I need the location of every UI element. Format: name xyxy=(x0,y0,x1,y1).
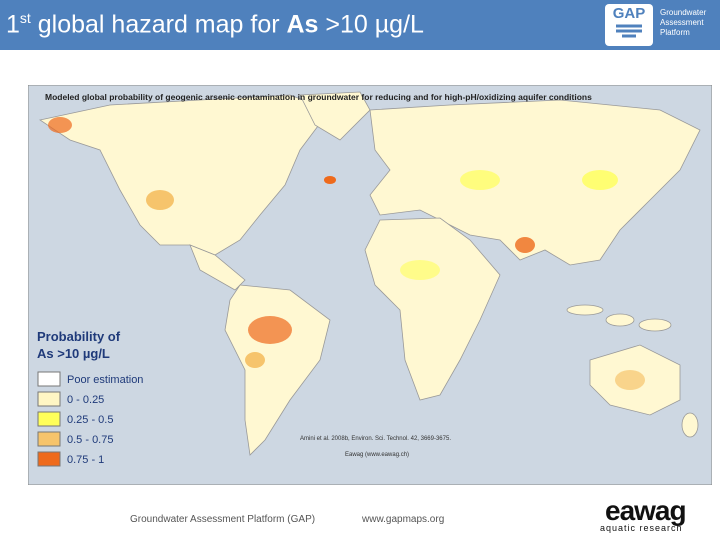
title-part: 1 xyxy=(6,10,20,39)
title-part: >10 µg/L xyxy=(318,10,424,39)
legend-label: 0 - 0.25 xyxy=(67,394,104,406)
logo-line: Groundwater xyxy=(660,8,707,17)
legend-label: 0.25 - 0.5 xyxy=(67,414,113,426)
logo-icon xyxy=(616,24,642,38)
legend: Poor estimation 0 - 0.25 0.25 - 0.5 0.5 - 0… xyxy=(37,371,143,467)
citation: Eawag (www.eawag.ch) xyxy=(345,452,409,458)
legend-title: As >10 µg/L xyxy=(37,346,110,361)
citation: Amini et al. 2008b, Environ. Sci. Techno… xyxy=(300,436,451,442)
logo-text: Groundwater Assessment Platform xyxy=(660,8,706,38)
legend-label: 0.75 - 1 xyxy=(67,454,104,466)
legend-label: Poor estimation xyxy=(67,374,143,386)
legend-swatch xyxy=(37,371,61,387)
legend-swatch xyxy=(37,431,61,447)
world-map: Modeled global probability of geogenic a… xyxy=(28,85,712,485)
slide-title: 1st global hazard map for As >10 µg/L xyxy=(6,10,424,39)
footer-url: www.gapmaps.org xyxy=(362,514,445,525)
legend-title: Probability of xyxy=(37,329,121,344)
logo-line: Assessment xyxy=(660,18,704,27)
title-sup: st xyxy=(19,10,31,26)
map-title: Modeled global probability of geogenic a… xyxy=(45,92,592,102)
title-part: global hazard map for xyxy=(30,10,287,39)
logo-line: Platform xyxy=(660,28,690,37)
legend-swatch xyxy=(37,411,61,427)
gap-logo: GAP xyxy=(605,4,653,46)
land xyxy=(38,91,701,456)
logo-mark: GAP xyxy=(612,5,646,22)
header-bar: 1st global hazard map for As >10 µg/L GA… xyxy=(0,0,720,50)
legend-swatch xyxy=(37,391,61,407)
title-bold: As xyxy=(286,10,319,39)
hazard-patches xyxy=(48,117,645,390)
brand-tagline: aquatic research xyxy=(600,523,683,533)
brand: eawag xyxy=(605,495,687,526)
footer-platform: Groundwater Assessment Platform (GAP) xyxy=(130,514,316,525)
legend-swatch xyxy=(37,451,61,467)
legend-label: 0.5 - 0.75 xyxy=(67,434,113,446)
